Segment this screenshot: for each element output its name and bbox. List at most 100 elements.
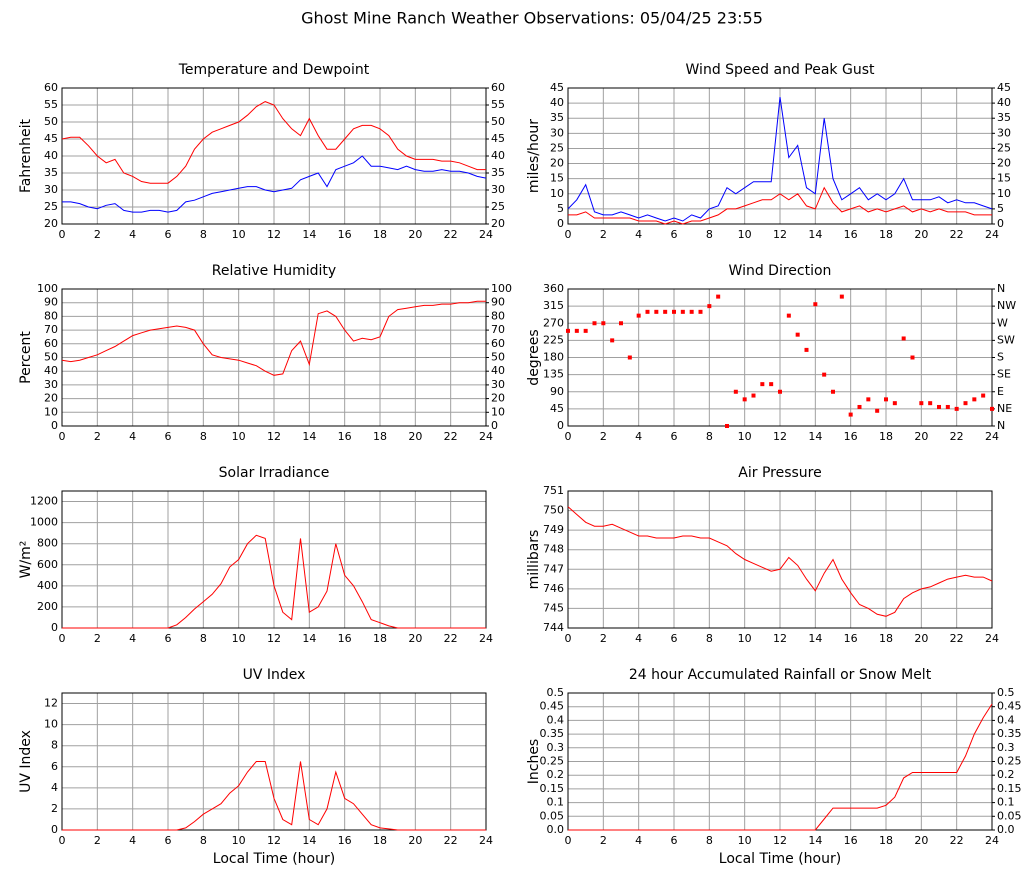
point — [672, 309, 676, 314]
y-tick-label: 4 — [51, 781, 58, 794]
x-tick-label: 8 — [706, 228, 713, 241]
x-tick-label: 16 — [338, 632, 352, 645]
y-tick-label: 0 — [51, 621, 58, 634]
y2-tick-label: 25 — [491, 200, 505, 213]
y2-tick-label: 45 — [997, 81, 1011, 94]
y2-tick-label: 60 — [491, 81, 505, 94]
x-tick-label: 14 — [808, 228, 822, 241]
y2-tick-label: 40 — [491, 149, 505, 162]
plot-frame — [61, 87, 487, 225]
y2-tick-label: 0.05 — [997, 809, 1022, 822]
point — [937, 404, 941, 409]
chart-title: UV Index — [243, 667, 306, 683]
x-tick-label: 4 — [635, 632, 642, 645]
y2-tick-label: 0.1 — [997, 796, 1015, 809]
x-axis-label: Local Time (hour) — [719, 851, 841, 867]
point — [954, 406, 959, 411]
y-tick-label: 748 — [543, 543, 564, 556]
x-tick-label: 20 — [914, 632, 928, 645]
y-tick-label: 6 — [51, 760, 58, 773]
plot-frame — [567, 490, 993, 629]
y2-tick-label: N — [997, 419, 1005, 432]
y2-tick-label: 15 — [997, 172, 1011, 185]
point — [707, 304, 712, 309]
y2-tick-label: 20 — [997, 157, 1011, 170]
y-tick-label: 90 — [44, 296, 58, 309]
y-tick-label: 400 — [37, 579, 58, 592]
x-axis-label: Local Time (hour) — [213, 851, 335, 867]
y-tick-label: 30 — [44, 183, 58, 196]
x-tick-label: 20 — [408, 228, 422, 241]
y2-tick-label: 40 — [491, 364, 505, 377]
point — [778, 389, 782, 394]
x-tick-label: 6 — [671, 632, 678, 645]
x-tick-label: 22 — [950, 430, 964, 443]
y-tick-label: 360 — [543, 282, 564, 295]
point — [610, 338, 615, 343]
point — [654, 309, 659, 314]
y-tick-label: 0.2 — [547, 768, 565, 781]
x-tick-label: 0 — [565, 834, 572, 847]
x-tick-label: 14 — [302, 834, 316, 847]
x-tick-label: 24 — [479, 430, 493, 443]
x-tick-label: 12 — [267, 430, 281, 443]
y-tick-label: 2 — [51, 802, 58, 815]
y-tick-label: 180 — [543, 351, 564, 364]
y-tick-label: 0.05 — [540, 809, 565, 822]
x-tick-label: 24 — [479, 632, 493, 645]
x-tick-label: 14 — [302, 632, 316, 645]
y-tick-label: 30 — [44, 378, 58, 391]
x-tick-label: 2 — [600, 632, 607, 645]
point — [822, 372, 827, 377]
x-tick-label: 2 — [600, 430, 607, 443]
y-tick-label: 10 — [550, 187, 564, 200]
x-tick-label: 18 — [373, 632, 387, 645]
point — [875, 408, 880, 413]
point — [742, 397, 747, 402]
x-tick-label: 18 — [879, 632, 893, 645]
y-tick-label: 315 — [543, 299, 564, 312]
x-tick-label: 10 — [738, 430, 752, 443]
plot-frame — [567, 87, 993, 225]
point — [804, 347, 809, 352]
y2-tick-label: 0.2 — [997, 768, 1015, 781]
y2-tick-label: 0 — [997, 217, 1004, 230]
point — [583, 328, 588, 333]
y-axis-label: Percent — [18, 331, 34, 384]
y-tick-label: 749 — [543, 523, 564, 536]
x-tick-label: 12 — [267, 834, 281, 847]
point — [725, 424, 729, 428]
y2-tick-label: 90 — [491, 296, 505, 309]
point — [848, 412, 853, 417]
y-tick-label: 0.4 — [547, 713, 565, 726]
y-tick-label: 40 — [44, 149, 58, 162]
x-tick-label: 6 — [671, 430, 678, 443]
y-tick-label: 745 — [543, 601, 564, 614]
y-tick-label: 50 — [44, 115, 58, 128]
x-tick-label: 16 — [844, 430, 858, 443]
y2-tick-label: 80 — [491, 309, 505, 322]
y-tick-label: 751 — [543, 484, 564, 497]
x-tick-label: 24 — [479, 228, 493, 241]
y2-tick-label: W — [997, 316, 1008, 329]
y-tick-label: 100 — [37, 282, 58, 295]
y-axis-label: Inches — [526, 739, 542, 784]
point — [636, 313, 641, 318]
x-tick-label: 4 — [129, 834, 136, 847]
x-tick-label: 20 — [408, 430, 422, 443]
y-tick-label: 10 — [44, 718, 58, 731]
y2-tick-label: 25 — [997, 141, 1011, 154]
plot-frame — [61, 288, 487, 427]
x-tick-label: 6 — [671, 228, 678, 241]
x-tick-label: 2 — [600, 228, 607, 241]
x-tick-label: 0 — [59, 834, 66, 847]
x-tick-label: 18 — [373, 430, 387, 443]
y2-tick-label: 0.4 — [997, 713, 1015, 726]
x-tick-label: 20 — [914, 228, 928, 241]
y-tick-label: 30 — [550, 126, 564, 139]
x-tick-label: 20 — [408, 632, 422, 645]
x-tick-label: 22 — [950, 228, 964, 241]
x-tick-label: 0 — [59, 430, 66, 443]
x-tick-label: 22 — [444, 834, 458, 847]
